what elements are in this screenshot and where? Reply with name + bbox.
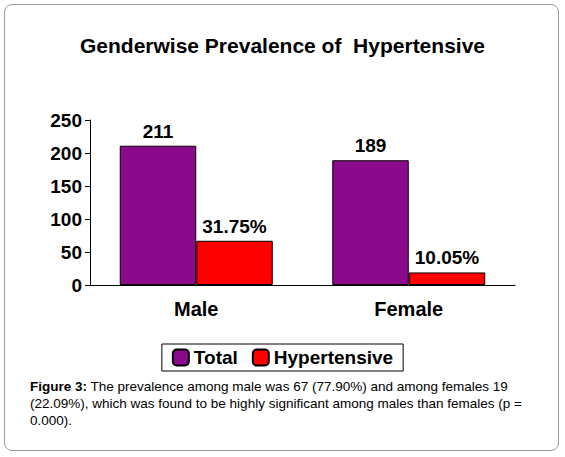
svg-text:100: 100 bbox=[50, 209, 82, 230]
svg-text:50: 50 bbox=[61, 242, 82, 263]
html-text:Figure 3: The prevalence among: Figure 3: The prevalence among male was … bbox=[30, 379, 522, 428]
svg-text:10.05%: 10.05% bbox=[415, 247, 480, 268]
svg-text:Male: Male bbox=[174, 298, 218, 320]
svg-text:Hypertensive: Hypertensive bbox=[274, 347, 393, 368]
svg-text:Total: Total bbox=[194, 347, 238, 368]
svg-text:211: 211 bbox=[143, 121, 174, 142]
svg-text:189: 189 bbox=[355, 135, 387, 156]
svg-text:31.75%: 31.75% bbox=[202, 216, 267, 237]
svg-text:0: 0 bbox=[71, 275, 82, 296]
svg-text:Female: Female bbox=[374, 298, 443, 320]
svg-text:200: 200 bbox=[50, 143, 82, 164]
svg-text:250: 250 bbox=[50, 110, 82, 131]
svg-text:Genderwise Prevalence of Hype: Genderwise Prevalence of Hypertensive bbox=[80, 34, 485, 57]
svg-text:150: 150 bbox=[50, 176, 82, 197]
